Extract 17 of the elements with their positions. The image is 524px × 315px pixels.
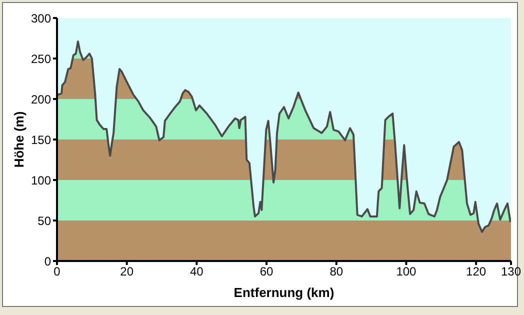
y-tick-label: 250 — [30, 52, 52, 66]
y-tick-label: 300 — [30, 11, 52, 26]
y-tick-label: 200 — [30, 92, 52, 106]
x-tick-label: 130 — [500, 264, 522, 279]
x-tick-label: 40 — [190, 264, 204, 279]
x-axis-title: Entfernung (km) — [234, 285, 334, 300]
x-tick-label: 60 — [260, 264, 274, 279]
y-tick-label: 50 — [38, 214, 52, 228]
x-tick-label: 20 — [120, 264, 134, 279]
x-tick-label: 80 — [330, 264, 344, 279]
x-tick-label: 100 — [396, 264, 417, 279]
x-tick-label: 0 — [54, 264, 61, 279]
x-tick-label: 120 — [466, 264, 486, 279]
y-tick-label: 0 — [44, 254, 52, 268]
y-tick-label: 150 — [30, 132, 52, 147]
y-axis-title: Höhe (m) — [12, 111, 27, 168]
y-tick-label: 100 — [30, 173, 52, 188]
